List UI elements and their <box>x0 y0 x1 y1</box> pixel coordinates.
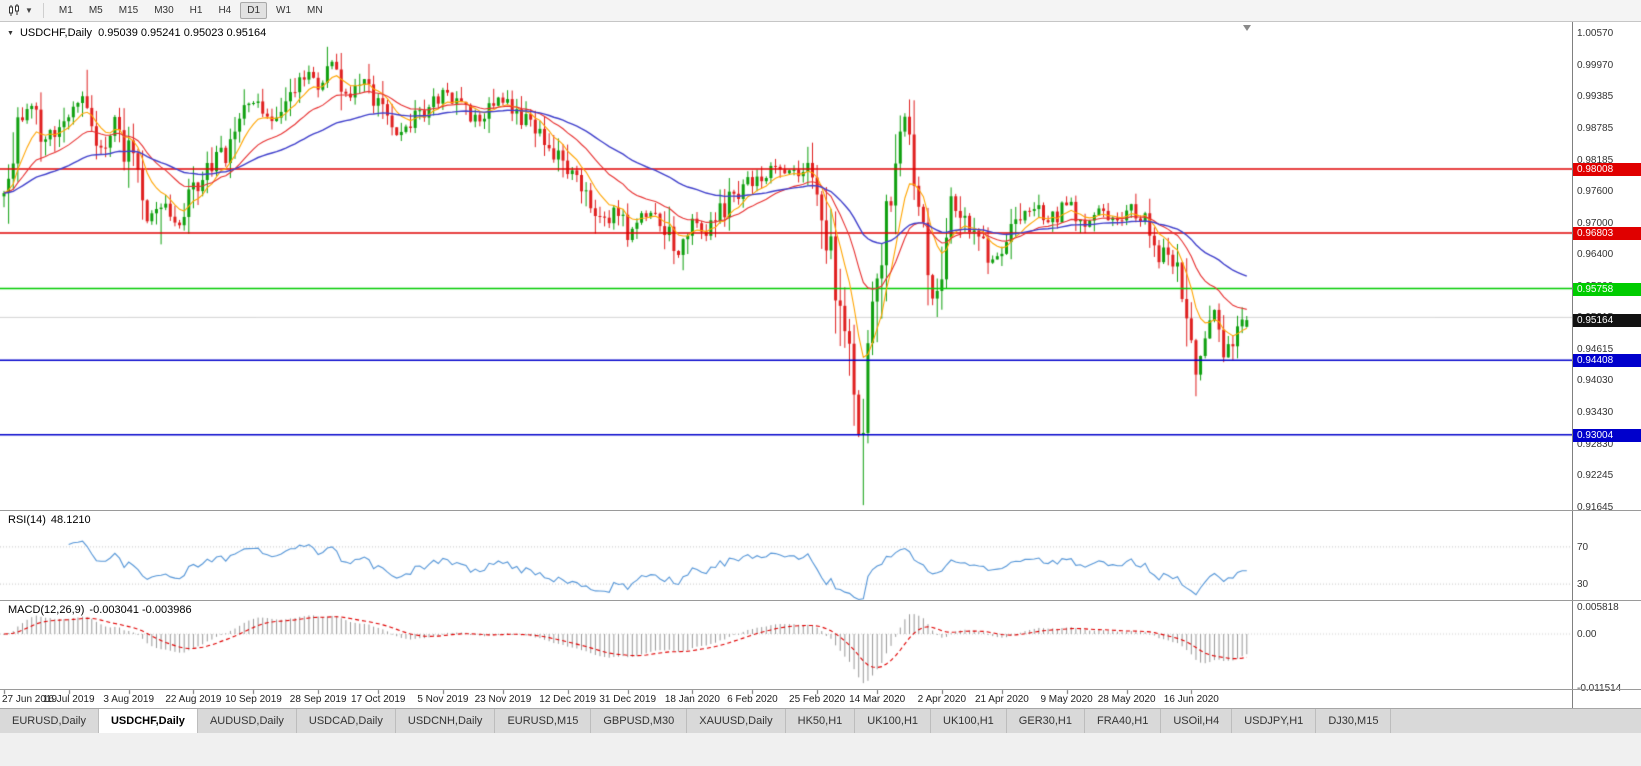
rsi-level-label: 70 <box>1577 541 1589 553</box>
tab-usdcnh-daily[interactable]: USDCNH,Daily <box>396 709 496 733</box>
tab-uk100-h1[interactable]: UK100,H1 <box>855 709 932 733</box>
price-tick-label: 0.98785 <box>1577 122 1614 134</box>
candlestick-chart-icon <box>9 4 19 16</box>
date-label: 17 Oct 2019 <box>350 694 406 705</box>
chart-workspace: ▼ USDCHF,Daily 0.95039 0.95241 0.95023 0… <box>0 22 1641 708</box>
date-label: 14 Mar 2020 <box>849 694 906 705</box>
tab-xauusd-daily[interactable]: XAUUSD,Daily <box>687 709 786 733</box>
price-line-badge: 0.96803 <box>1573 227 1641 241</box>
chart-shift-marker-icon <box>1243 25 1251 31</box>
date-label: 22 Aug 2019 <box>165 694 222 705</box>
current-price-badge: 0.95164 <box>1573 314 1641 328</box>
rsi-value: 48.1210 <box>50 514 91 526</box>
chart-ohlc: 0.95039 0.95241 0.95023 0.95164 <box>98 27 267 39</box>
rsi-label: RSI(14) 48.1210 <box>8 514 96 526</box>
macd-axis-label: 0.00 <box>1577 629 1597 640</box>
price-tick-label: 0.93430 <box>1577 407 1614 419</box>
price-axis: 1.00570 0.99970 0.99385 0.98785 0.98185 0.976… <box>1572 22 1641 708</box>
tab-eurusd-daily[interactable]: EURUSD,Daily <box>0 709 99 733</box>
price-line-badge: 0.93004 <box>1573 428 1641 442</box>
tab-uk100-h1[interactable]: UK100,H1 <box>931 709 1007 733</box>
tab-gbpusd-m30[interactable]: GBPUSD,M30 <box>591 709 688 733</box>
tab-fra40-h1[interactable]: FRA40,H1 <box>1085 709 1162 733</box>
tab-usdcad-daily[interactable]: USDCAD,Daily <box>297 709 396 733</box>
chart-header: ▼ USDCHF,Daily 0.95039 0.95241 0.95023 0… <box>7 27 266 39</box>
timeframe-m30[interactable]: M30 <box>154 5 174 16</box>
timeframe-m15[interactable]: M15 <box>118 5 139 16</box>
price-tick-label: 0.97600 <box>1577 185 1614 197</box>
tab-ger30-h1[interactable]: GER30,H1 <box>1007 709 1085 733</box>
tab-hk50-h1[interactable]: HK50,H1 <box>786 709 856 733</box>
tab-eurusd-m15[interactable]: EURUSD,M15 <box>495 709 592 733</box>
price-tick-label: 0.94615 <box>1577 344 1614 356</box>
price-tick-label: 1.00570 <box>1577 28 1614 39</box>
tab-usdchf-daily[interactable]: USDCHF,Daily <box>98 709 198 733</box>
price-tick-label: 0.99385 <box>1577 90 1614 102</box>
date-label: 27 Jun 2019 <box>2 694 58 705</box>
date-label: 12 Dec 2019 <box>539 694 596 705</box>
date-label: 28 May 2020 <box>1097 694 1156 705</box>
date-label: 5 Nov 2019 <box>417 694 469 705</box>
panel-divider-main-rsi[interactable] <box>0 510 1641 511</box>
price-tick-label: 0.92830 <box>1577 439 1614 451</box>
window-bottom <box>0 733 1641 766</box>
macd-values: -0.003041 -0.003986 <box>89 604 192 616</box>
tab-dj30-m15[interactable]: DJ30,M15 <box>1316 709 1392 733</box>
tab-audusd-daily[interactable]: AUDUSD,Daily <box>198 709 297 733</box>
timeframe-m5[interactable]: M5 <box>88 5 103 16</box>
price-tick-label: 0.94030 <box>1577 375 1614 387</box>
price-tick-label: 0.96400 <box>1577 249 1614 261</box>
price-line-badge: 0.95758 <box>1573 282 1641 296</box>
price-line-badge: 0.98008 <box>1573 163 1641 177</box>
price-tick-label: 0.97000 <box>1577 217 1614 229</box>
timeframe-h1[interactable]: H1 <box>189 5 203 16</box>
timeframe-d1[interactable]: D1 <box>240 2 268 19</box>
chart-type-button[interactable]: ▼ <box>4 3 36 18</box>
toolbar: ▼ M1 M5 M15 M30 H1 H4 D1 W1 MN <box>0 0 1641 22</box>
chart-canvas[interactable] <box>0 22 1572 708</box>
tab-usdjpy-h1[interactable]: USDJPY,H1 <box>1232 709 1317 733</box>
date-label: 18 Jan 2020 <box>664 694 720 705</box>
macd-axis-label: 0.005818 <box>1577 601 1619 613</box>
timeframe-mn[interactable]: MN <box>307 5 323 16</box>
date-label: 6 Feb 2020 <box>727 694 778 705</box>
price-tick-label: 0.98185 <box>1577 154 1614 166</box>
price-line-badge: 0.94408 <box>1573 354 1641 368</box>
date-label: 28 Sep 2019 <box>289 694 347 705</box>
price-tick-label: 0.92245 <box>1577 470 1614 482</box>
timeframe-buttons: M1 M5 M15 M30 H1 H4 D1 W1 MN <box>51 2 331 19</box>
collapse-triangle-icon[interactable]: ▼ <box>7 29 14 37</box>
date-label: 9 May 2020 <box>1040 694 1093 705</box>
rsi-level-label: 30 <box>1577 579 1589 591</box>
price-tick-label: 0.91645 <box>1577 502 1614 513</box>
chart-tabs: EURUSD,Daily USDCHF,Daily AUDUSD,Daily USDC… <box>0 708 1641 733</box>
panel-divider-macd-dates[interactable] <box>0 689 1641 690</box>
rsi-label-text: RSI(14) <box>8 514 46 526</box>
macd-axis-label: -0.011514 <box>1577 683 1621 694</box>
timeframe-h4[interactable]: H4 <box>218 5 232 16</box>
chart-symbol: USDCHF,Daily <box>19 27 93 39</box>
date-axis: 27 Jun 2019 16 Jul 2019 3 Aug 2019 22 Aug 2… <box>0 690 1572 708</box>
timeframe-m1[interactable]: M1 <box>58 5 73 16</box>
date-label: 16 Jul 2019 <box>42 694 95 705</box>
macd-label: MACD(12,26,9) -0.003041 -0.003986 <box>8 604 197 616</box>
date-label: 3 Aug 2019 <box>103 694 155 705</box>
date-label: 31 Dec 2019 <box>599 694 657 705</box>
timeframe-w1[interactable]: W1 <box>276 5 292 16</box>
date-label: 23 Nov 2019 <box>474 694 532 705</box>
tab-usoil-h4[interactable]: USOil,H4 <box>1161 709 1233 733</box>
macd-label-text: MACD(12,26,9) <box>8 604 85 616</box>
toolbar-separator <box>42 3 44 18</box>
date-label: 2 Apr 2020 <box>917 694 967 705</box>
date-label: 10 Sep 2019 <box>225 694 282 705</box>
date-label: 25 Feb 2020 <box>789 694 846 705</box>
price-tick-label: 0.99970 <box>1577 59 1614 71</box>
date-label: 16 Jun 2020 <box>1163 694 1219 705</box>
panel-divider-rsi-macd[interactable] <box>0 600 1641 601</box>
date-label: 21 Apr 2020 <box>974 694 1029 705</box>
chevron-down-icon: ▼ <box>25 5 33 15</box>
